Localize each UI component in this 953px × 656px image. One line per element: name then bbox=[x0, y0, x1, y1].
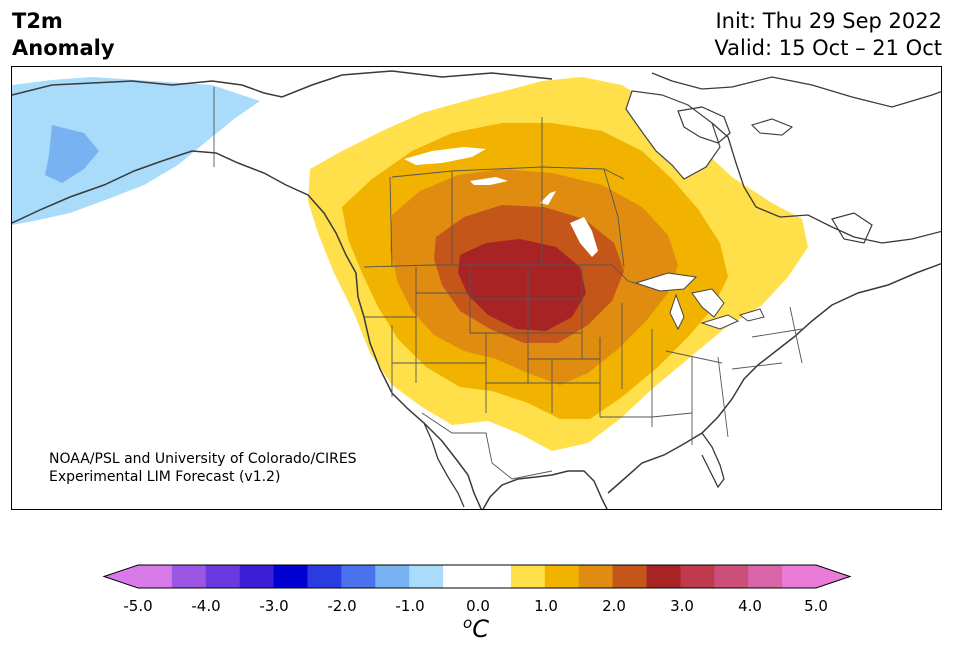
newfoundland bbox=[831, 212, 873, 244]
tick-label: -2.0 bbox=[327, 597, 357, 615]
colorbar-bin bbox=[443, 565, 478, 588]
cold-anomaly-light bbox=[12, 77, 260, 225]
coastline-gulf-east bbox=[482, 262, 941, 509]
map-title: T2m Anomaly bbox=[12, 8, 115, 62]
coastline-labrador bbox=[711, 122, 941, 244]
colorbar-bin bbox=[544, 565, 580, 588]
colorbar-bin bbox=[239, 565, 275, 588]
tick-label: 1.0 bbox=[534, 597, 558, 615]
colorbar-bin bbox=[782, 565, 817, 588]
great-lakes bbox=[634, 272, 765, 331]
colorbar-bin bbox=[273, 565, 308, 588]
tick-label: 0.0 bbox=[466, 597, 490, 615]
colorbar-bin bbox=[578, 565, 614, 588]
unit-base: C bbox=[472, 615, 489, 643]
colorbar-bin bbox=[341, 565, 376, 588]
lake-athabasca bbox=[540, 191, 556, 205]
valid-date: Valid: 15 Oct – 21 Oct bbox=[714, 36, 942, 60]
colorbar-bin bbox=[138, 565, 173, 588]
forecast-dates: Init: Thu 29 Sep 2022 Valid: 15 Oct – 21… bbox=[714, 8, 942, 62]
colorbar-bin bbox=[680, 565, 715, 588]
coastline-florida bbox=[701, 432, 725, 489]
colorbar-bin bbox=[409, 565, 444, 588]
colorbar-bin bbox=[510, 565, 546, 588]
tick-label: 3.0 bbox=[670, 597, 694, 615]
colorbar-bin bbox=[307, 565, 342, 588]
cold-anomaly-mid bbox=[45, 125, 99, 183]
colorbar-bin bbox=[171, 565, 207, 588]
init-date: Init: Thu 29 Sep 2022 bbox=[715, 9, 942, 33]
colorbar-bin bbox=[477, 565, 512, 588]
great-slave-lake bbox=[470, 177, 508, 185]
colorbar-bin bbox=[646, 565, 681, 588]
colorbar-bin bbox=[205, 565, 241, 588]
coastline-baja bbox=[423, 422, 465, 508]
tick-label: 2.0 bbox=[602, 597, 626, 615]
credit-line-1: NOAA/PSL and University of Colorado/CIRE… bbox=[49, 451, 357, 467]
warm-anomaly-2-5 bbox=[458, 239, 586, 331]
colorbar-bin bbox=[748, 565, 783, 588]
tick-label: -3.0 bbox=[259, 597, 289, 615]
colorbar-unit-label: oC bbox=[463, 614, 489, 643]
colorbar-bin bbox=[612, 565, 647, 588]
tick-label: -4.0 bbox=[191, 597, 221, 615]
southampton-island bbox=[750, 118, 794, 136]
colorbar-bin bbox=[375, 565, 410, 588]
anomaly-map bbox=[11, 66, 942, 510]
borders bbox=[213, 87, 803, 480]
colorbar-bin bbox=[714, 565, 749, 588]
tick-label: 4.0 bbox=[738, 597, 762, 615]
baffin-island bbox=[677, 106, 731, 144]
colorbar-outline bbox=[102, 564, 852, 589]
unit-superscript: o bbox=[463, 614, 473, 632]
colorbar-extend-low bbox=[104, 565, 138, 588]
tick-label: -5.0 bbox=[123, 597, 153, 615]
map-svg bbox=[12, 70, 941, 509]
great-bear-lake bbox=[404, 147, 486, 165]
title-line-1: T2m bbox=[12, 9, 63, 33]
coastline-arctic bbox=[651, 72, 941, 108]
lake-winnipeg bbox=[570, 217, 598, 257]
credit-text: NOAA/PSL and University of Colorado/CIRE… bbox=[49, 450, 357, 486]
tick-label: -1.0 bbox=[395, 597, 425, 615]
title-line-2: Anomaly bbox=[12, 36, 115, 60]
hudson-bay bbox=[625, 90, 721, 180]
tick-label: 5.0 bbox=[804, 597, 828, 615]
coastline-west bbox=[12, 70, 553, 509]
credit-line-2: Experimental LIM Forecast (v1.2) bbox=[49, 469, 281, 485]
colorbar bbox=[102, 564, 852, 589]
colorbar-extend-high bbox=[816, 565, 850, 588]
